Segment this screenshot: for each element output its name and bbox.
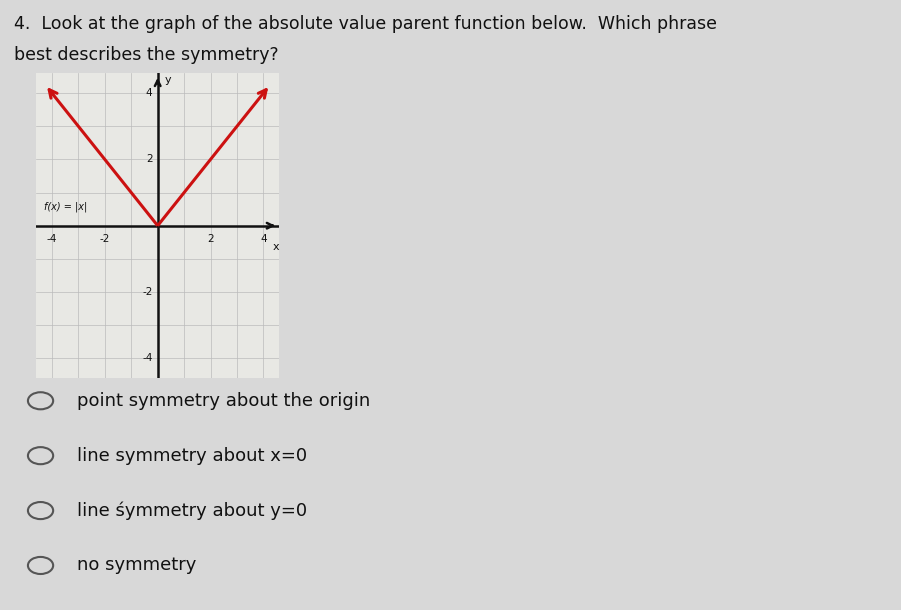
Text: 4: 4	[146, 88, 152, 98]
Text: no symmetry: no symmetry	[77, 556, 196, 575]
Text: 4.  Look at the graph of the absolute value parent function below.  Which phrase: 4. Look at the graph of the absolute val…	[14, 15, 716, 34]
Text: x: x	[273, 242, 279, 253]
Text: best describes the symmetry?: best describes the symmetry?	[14, 46, 278, 64]
Text: y: y	[164, 75, 171, 85]
Text: line śymmetry about y=0: line śymmetry about y=0	[77, 501, 306, 520]
Text: line symmetry about x=0: line symmetry about x=0	[77, 447, 306, 465]
Text: point symmetry about the origin: point symmetry about the origin	[77, 392, 369, 410]
Text: 4: 4	[260, 234, 267, 244]
Text: -2: -2	[100, 234, 110, 244]
Text: -4: -4	[47, 234, 57, 244]
Text: -4: -4	[142, 353, 152, 364]
Text: -2: -2	[142, 287, 152, 297]
Text: f(x) = |x|: f(x) = |x|	[44, 202, 87, 212]
Text: 2: 2	[207, 234, 214, 244]
Text: 2: 2	[146, 154, 152, 165]
